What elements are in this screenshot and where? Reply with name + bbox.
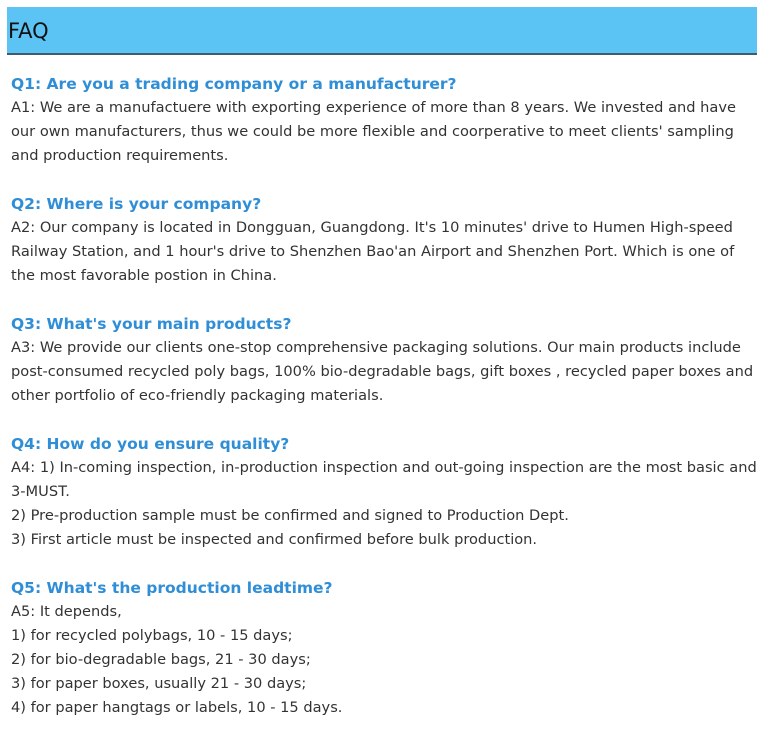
faq-answer-line: 2) for bio-degradable bags, 21 - 30 days… — [11, 651, 311, 668]
faq-item-2: Q2: Where is your company? A2: Our compa… — [11, 192, 761, 288]
faq-answer-line: 3) First article must be inspected and c… — [11, 531, 538, 548]
faq-question: Q3: What's your main products? — [11, 315, 292, 333]
faq-answer: A5: It depends, — [11, 603, 122, 620]
faq-question: Q1: Are you a trading company or a manuf… — [11, 75, 457, 93]
faq-header: FAQ — [7, 7, 757, 55]
faq-answer: A3: We provide our clients one-stop comp… — [11, 339, 754, 404]
faq-item-4: Q4: How do you ensure quality? A4: 1) In… — [11, 432, 761, 552]
faq-list: Q1: Are you a trading company or a manuf… — [11, 72, 761, 744]
faq-answer-line: 1) for recycled polybags, 10 - 15 days; — [11, 627, 293, 644]
faq-item-3: Q3: What's your main products? A3: We pr… — [11, 312, 761, 408]
faq-answer: A2: Our company is located in Dongguan, … — [11, 219, 735, 284]
faq-question: Q2: Where is your company? — [11, 195, 262, 213]
faq-answer-line: 4) for paper hangtags or labels, 10 - 15… — [11, 699, 343, 716]
faq-item-5: Q5: What's the production leadtime? A5: … — [11, 576, 761, 720]
faq-question: Q5: What's the production leadtime? — [11, 579, 333, 597]
page-title: FAQ — [8, 19, 49, 43]
faq-question: Q4: How do you ensure quality? — [11, 435, 290, 453]
faq-answer-line: 2) Pre-production sample must be confirm… — [11, 507, 569, 524]
faq-item-1: Q1: Are you a trading company or a manuf… — [11, 72, 761, 168]
faq-answer-line: 3) for paper boxes, usually 21 - 30 days… — [11, 675, 307, 692]
faq-answer: A4: 1) In-coming inspection, in-producti… — [11, 459, 757, 500]
faq-answer: A1: We are a manufactuere with exporting… — [11, 99, 736, 164]
